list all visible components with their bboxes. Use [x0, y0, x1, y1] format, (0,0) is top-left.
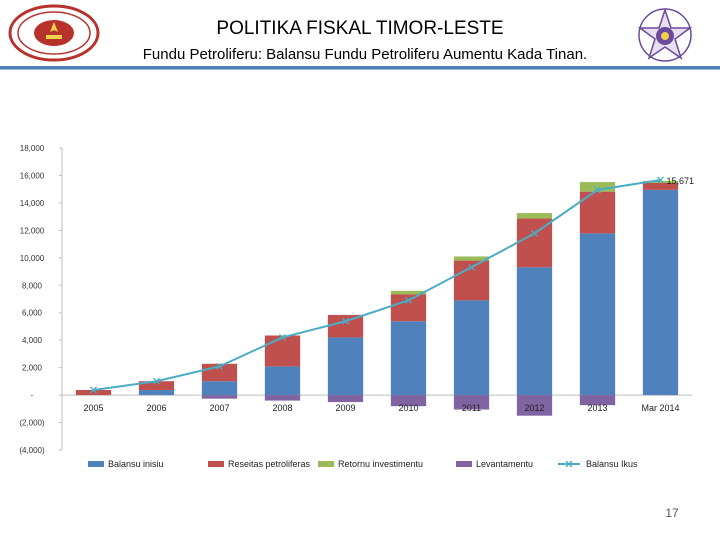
line-point-balansu-ikus — [468, 263, 475, 271]
y-tick-label: (2,000) — [19, 419, 45, 428]
y-tick-label: 16,000 — [20, 171, 45, 180]
header-divider-thin — [0, 69, 720, 70]
legend-balansu-ikus-label: Balansu Ikus — [586, 459, 638, 469]
bar-levantamentu — [201, 395, 238, 399]
x-tick-label: 2008 — [272, 403, 292, 413]
star-emblem-icon — [637, 7, 693, 62]
bar-levantamentu — [390, 395, 427, 407]
legend-balansu-ikus-marker — [565, 460, 573, 468]
header-divider — [0, 66, 720, 69]
line-point-balansu-ikus — [594, 186, 601, 194]
line-point-balansu-ikus — [90, 386, 97, 394]
page-number: 17 — [665, 506, 679, 520]
legend-levantamentu-swatch — [456, 461, 472, 467]
bar-retornu-investimentu — [390, 290, 427, 295]
line-point-balansu-ikus — [531, 229, 538, 237]
bar-balansu-inisiu — [138, 390, 175, 396]
line-balansu-ikus — [93, 178, 661, 392]
bar-levantamentu — [516, 395, 553, 416]
y-tick-label: 12,000 — [20, 226, 45, 235]
x-tick-label: Mar 2014 — [641, 403, 679, 413]
line-point-balansu-ikus — [405, 296, 412, 304]
bar-reseitas-petroliferas — [642, 183, 679, 190]
bar-balansu-inisiu — [201, 381, 238, 396]
y-tick-label: - — [31, 391, 34, 400]
x-tick-label: 2005 — [83, 403, 103, 413]
y-tick-label: 18,000 — [20, 144, 45, 153]
page-subtitle: Fundu Petroliferu: Balansu Fundu Petroli… — [142, 46, 588, 63]
legend-balansu-inisiu-swatch — [88, 461, 104, 467]
line-point-balansu-ikus — [279, 333, 286, 341]
bar-retornu-investimentu — [579, 182, 616, 192]
page-title: POLITIKA FISKAL TIMOR-LESTE — [216, 18, 504, 39]
line-point-balansu-ikus — [216, 362, 223, 370]
legend-balansu-inisiu-label: Balansu inisiu — [108, 459, 164, 469]
bar-levantamentu — [453, 395, 490, 410]
line-point-balansu-ikus — [153, 377, 160, 385]
bar-reseitas-petroliferas — [138, 381, 175, 391]
bar-balansu-inisiu — [579, 233, 616, 396]
x-tick-label: 2012 — [524, 403, 544, 413]
bar-balansu-inisiu — [642, 189, 679, 396]
bar-levantamentu — [327, 395, 364, 403]
bar-reseitas-petroliferas — [75, 390, 112, 396]
line-point-balansu-ikus — [342, 317, 349, 325]
slide-header: POLITIKA FISKAL TIMOR-LESTE Fundu Petrol… — [0, 0, 720, 70]
bar-balansu-inisiu — [390, 321, 427, 396]
bar-balansu-inisiu — [516, 267, 553, 396]
line-point-balansu-ikus — [657, 176, 664, 184]
y-tick-label: 2,000 — [22, 364, 43, 373]
bar-balansu-inisiu — [264, 366, 301, 396]
x-tick-label: 2009 — [335, 403, 355, 413]
y-tick-label: 10,000 — [20, 254, 45, 263]
legend-retornu-investimentu-label: Retornu investimentu — [338, 459, 423, 469]
bar-levantamentu — [264, 395, 301, 401]
x-tick-label: 2010 — [398, 403, 418, 413]
national-seal-icon — [8, 4, 100, 62]
y-tick-label: (4,000) — [19, 446, 45, 455]
bar-levantamentu — [579, 395, 616, 406]
stacked-bar-chart: 18,000 16,000 14,000 12,000 10,000 8,000 6,000… — [19, 144, 695, 469]
y-tick-label: 8,000 — [22, 281, 43, 290]
legend-retornu-investimentu-swatch — [318, 461, 334, 467]
x-tick-label: 2007 — [209, 403, 229, 413]
y-tick-label: 6,000 — [22, 309, 43, 318]
bar-reseitas-petroliferas — [327, 314, 364, 338]
data-label-last: 15,671 — [667, 176, 695, 186]
bar-retornu-investimentu — [516, 213, 553, 219]
x-tick-label: 2013 — [587, 403, 607, 413]
bar-balansu-inisiu — [453, 300, 490, 396]
legend-reseitas-petroliferas-label: Reseitas petroliferas — [228, 459, 311, 469]
bar-reseitas-petroliferas — [390, 294, 427, 322]
x-tick-label: 2011 — [462, 403, 481, 413]
y-tick-label: 14,000 — [20, 199, 45, 208]
bar-reseitas-petroliferas — [264, 335, 301, 367]
bar-reseitas-petroliferas — [516, 218, 553, 268]
bar-balansu-inisiu — [327, 337, 364, 396]
bar-retornu-investimentu — [453, 256, 490, 261]
x-tick-label: 2006 — [146, 403, 166, 413]
legend-levantamentu-label: Levantamentu — [476, 459, 533, 469]
bar-retornu-investimentu — [642, 180, 679, 184]
legend-reseitas-petroliferas-swatch — [208, 461, 224, 467]
y-tick-label: 4,000 — [22, 336, 43, 345]
